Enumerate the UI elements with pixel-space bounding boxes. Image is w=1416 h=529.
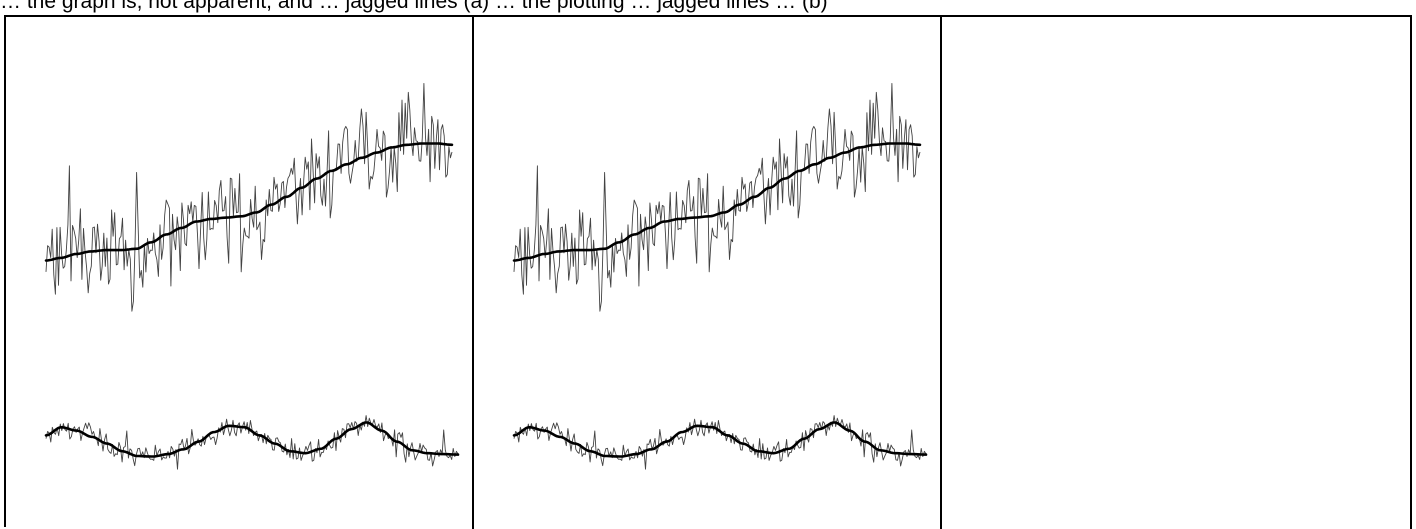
smooth-curve-2 <box>512 421 928 458</box>
smooth-curve-2 <box>44 421 460 458</box>
top-caption-text: … the graph is, not apparent, and … jagg… <box>0 0 828 13</box>
panel-middle <box>474 17 942 529</box>
panel-right <box>942 17 1412 529</box>
chart-right <box>942 17 1410 527</box>
noisy-trace-1 <box>513 82 921 312</box>
panel-left <box>6 17 474 529</box>
noisy-trace-1 <box>45 82 453 312</box>
smooth-curve-1 <box>44 142 454 262</box>
figure-table <box>4 15 1412 529</box>
chart-left <box>44 82 460 470</box>
chart-middle <box>512 82 928 470</box>
smooth-curve-1 <box>512 142 922 262</box>
